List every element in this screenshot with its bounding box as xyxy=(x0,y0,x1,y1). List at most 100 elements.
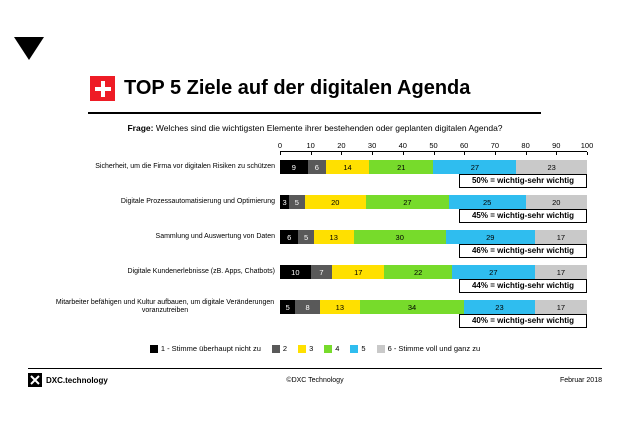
legend-label: 6 - Stimme voll und ganz zu xyxy=(387,344,481,353)
legend-label: 3 xyxy=(309,344,314,353)
bar-segment: 3 xyxy=(280,195,290,209)
bar-area: 5 8 13 34 23 17 40% = wichtig-sehr wichtig xyxy=(280,300,587,328)
footer: DXC.technology ©DXC Technology Februar 2… xyxy=(28,373,602,387)
title-underline xyxy=(88,112,541,114)
legend-item: 4 xyxy=(324,344,339,353)
axis-tick-label: 30 xyxy=(367,141,377,150)
legend-label: 5 xyxy=(361,344,366,353)
bar-area: 3 5 20 27 25 20 45% = wichtig-sehr wichtig xyxy=(280,195,587,223)
annotation-box: 46% = wichtig-sehr wichtig xyxy=(458,244,587,258)
stacked-bar: 6 5 13 30 29 17 xyxy=(280,230,587,244)
legend-item: 6 - Stimme voll und ganz zu xyxy=(376,344,481,353)
category-label: Digitale Kundenerlebnisse (zB. Apps, Cha… xyxy=(127,267,275,275)
axis-tick-label: 100 xyxy=(580,141,594,150)
stacked-bar: 5 8 13 34 23 17 xyxy=(280,300,587,314)
bar-segment: 6 xyxy=(307,160,327,174)
bar-segment: 23 xyxy=(516,160,587,174)
flag-cross-vertical xyxy=(100,80,105,97)
bar-segment: 13 xyxy=(313,230,354,244)
bar-segment: 5 xyxy=(289,195,305,209)
dxc-logo-mark xyxy=(28,373,42,387)
axis-tick-mark xyxy=(464,152,466,155)
axis-tick-label: 50 xyxy=(429,141,438,150)
stacked-bar: 10 7 17 22 27 17 xyxy=(280,265,587,279)
axis-tick-mark xyxy=(372,152,374,155)
axis-tick-label: 20 xyxy=(337,141,346,150)
question-text: Welches sind die wichtigsten Elemente ih… xyxy=(155,123,503,133)
bar-segment: 29 xyxy=(445,230,535,244)
annotation-box: 44% = wichtig-sehr wichtig xyxy=(458,279,587,293)
legend-item: 1 - Stimme überhaupt nicht zu xyxy=(149,344,261,353)
legend-item: 2 xyxy=(271,344,288,353)
legend-label: 2 xyxy=(282,344,288,353)
bar-segment: 14 xyxy=(326,160,369,174)
brand-text: DXC.technology xyxy=(46,375,108,385)
axis-tick-label: 0 xyxy=(277,141,283,150)
chart-legend: 1 - Stimme überhaupt nicht zu 2 3 4 5 6 - Sti… xyxy=(0,344,630,353)
bar-segment: 6 xyxy=(280,230,299,244)
bar-segment: 13 xyxy=(319,300,360,314)
category-label: Sammlung und Auswertung von Daten xyxy=(155,232,275,240)
axis-tick-mark xyxy=(433,152,435,155)
bar-segment: 22 xyxy=(384,265,452,279)
stacked-bar: 3 5 20 27 25 20 xyxy=(280,195,587,209)
bar-segment: 27 xyxy=(433,160,517,174)
axis-tick-mark xyxy=(525,152,527,155)
chart-row: Digitale Prozessautomatisierung und Opti… xyxy=(0,195,630,230)
legend-swatch xyxy=(271,344,280,353)
chart-row: Sicherheit, um die Firma vor digitalen R… xyxy=(0,160,630,195)
bar-segment: 5 xyxy=(280,300,296,314)
legend-label: 1 - Stimme überhaupt nicht zu xyxy=(160,344,261,353)
legend-label: 4 xyxy=(335,344,340,353)
footer-divider xyxy=(28,368,602,369)
bar-segment: 5 xyxy=(298,230,314,244)
legend-swatch xyxy=(298,344,307,353)
bar-segment: 17 xyxy=(534,265,587,279)
bar-segment: 34 xyxy=(359,300,465,314)
annotation-box: 45% = wichtig-sehr wichtig xyxy=(458,209,587,223)
axis-tick-mark xyxy=(280,152,281,155)
legend-item: 3 xyxy=(298,344,313,353)
bar-area: 9 6 14 21 27 23 50% = wichtig-sehr wichtig xyxy=(280,160,587,188)
bar-segment: 20 xyxy=(304,195,366,209)
axis-tick-label: 10 xyxy=(306,141,315,150)
bar-segment: 17 xyxy=(534,230,587,244)
footer-copyright: ©DXC Technology xyxy=(286,376,344,384)
chart-rows: Sicherheit, um die Firma vor digitalen R… xyxy=(0,160,630,335)
corner-triangle-decoration xyxy=(14,37,44,60)
x-axis: 0 10 20 30 40 50 60 70 80 90 100 xyxy=(278,141,593,155)
axis-tick-label: 60 xyxy=(460,141,469,150)
chart-row: Digitale Kundenerlebnisse (zB. Apps, Cha… xyxy=(0,265,630,300)
swiss-flag-icon xyxy=(90,76,115,101)
chart-row: Sammlung und Auswertung von Daten 6 5 13 30 2… xyxy=(0,230,630,265)
footer-date: Februar 2018 xyxy=(559,376,602,384)
bar-area: 10 7 17 22 27 17 44% = wichtig-sehr wichtig xyxy=(280,265,587,293)
bar-segment: 27 xyxy=(451,265,535,279)
category-label: Mitarbeiter befähigen und Kultur aufbaue… xyxy=(55,298,275,314)
legend-swatch xyxy=(350,344,359,353)
bar-segment: 25 xyxy=(448,195,526,209)
axis-tick-mark xyxy=(587,152,588,155)
axis-tick-mark xyxy=(341,152,343,155)
bar-segment: 20 xyxy=(525,195,587,209)
bar-segment: 30 xyxy=(353,230,446,244)
bar-segment: 8 xyxy=(295,300,320,314)
bar-area: 6 5 13 30 29 17 46% = wichtig-sehr wichtig xyxy=(280,230,587,258)
legend-swatch xyxy=(376,344,385,353)
axis-tick-mark xyxy=(494,152,496,155)
axis-tick-mark xyxy=(556,152,558,155)
bar-segment: 27 xyxy=(365,195,449,209)
axis-tick-label: 40 xyxy=(398,141,407,150)
annotation-box: 50% = wichtig-sehr wichtig xyxy=(458,174,587,188)
category-label: Sicherheit, um die Firma vor digitalen R… xyxy=(95,162,275,170)
bar-segment: 17 xyxy=(534,300,587,314)
page-title: TOP 5 Ziele auf der digitalen Agenda xyxy=(124,77,471,99)
axis-tick-label: 70 xyxy=(490,141,500,150)
question-line: Frage: Welches sind die wichtigsten Elem… xyxy=(0,123,630,133)
axis-tick-label: 80 xyxy=(521,141,530,150)
bar-segment: 17 xyxy=(332,265,385,279)
legend-swatch xyxy=(324,344,333,353)
bar-segment: 10 xyxy=(280,265,311,279)
bar-segment: 23 xyxy=(464,300,535,314)
